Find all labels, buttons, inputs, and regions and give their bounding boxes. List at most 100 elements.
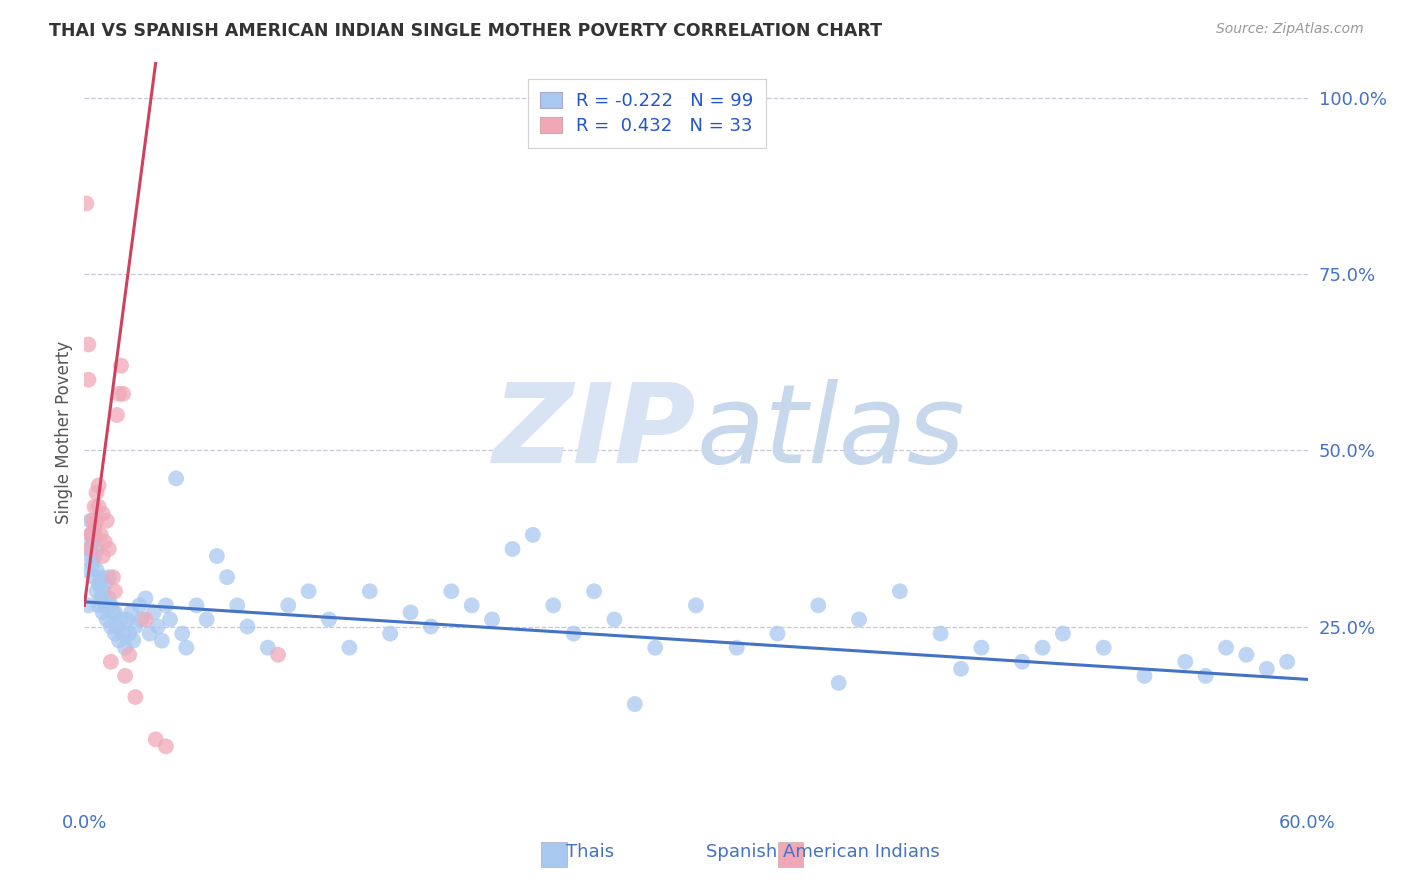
Point <box>82 528 104 542</box>
Point <box>86 584 108 599</box>
Point <box>1174 655 1197 669</box>
Point <box>226 599 249 613</box>
Point <box>318 612 340 626</box>
Point <box>174 640 197 655</box>
Point <box>145 732 167 747</box>
Point <box>1092 640 1115 655</box>
Point <box>339 640 361 655</box>
Point <box>101 606 124 620</box>
Text: Spanish American Indians: Spanish American Indians <box>706 843 939 861</box>
Point <box>104 584 127 599</box>
Point <box>420 619 443 633</box>
Point <box>624 697 647 711</box>
Text: Source: ZipAtlas.com: Source: ZipAtlas.com <box>1216 22 1364 37</box>
Point <box>114 640 136 655</box>
Point <box>83 500 105 514</box>
Point <box>562 626 585 640</box>
Point <box>1277 655 1299 669</box>
Point <box>440 584 463 599</box>
Point <box>105 408 128 422</box>
Point <box>124 619 146 633</box>
Point <box>186 599 208 613</box>
Point <box>685 599 707 613</box>
Point <box>522 528 544 542</box>
Point <box>359 584 381 599</box>
Point <box>889 584 911 599</box>
Point <box>87 599 110 613</box>
Point <box>97 570 120 584</box>
Point <box>807 599 830 613</box>
Point <box>828 676 851 690</box>
Point <box>77 541 100 556</box>
Point <box>100 599 122 613</box>
Point <box>267 648 290 662</box>
Point <box>135 591 157 606</box>
Point <box>603 612 626 626</box>
Point <box>1011 655 1033 669</box>
Point <box>118 626 141 640</box>
Point <box>87 478 110 492</box>
Point <box>83 521 105 535</box>
Point <box>112 626 135 640</box>
Point <box>105 619 128 633</box>
Point <box>93 599 115 613</box>
Point <box>79 514 101 528</box>
Point <box>848 612 870 626</box>
Point <box>172 626 194 640</box>
Point <box>79 541 101 556</box>
Point <box>86 485 108 500</box>
Point <box>90 528 112 542</box>
Text: THAI VS SPANISH AMERICAN INDIAN SINGLE MOTHER POVERTY CORRELATION CHART: THAI VS SPANISH AMERICAN INDIAN SINGLE M… <box>49 22 882 40</box>
Point <box>75 196 97 211</box>
Point <box>86 514 108 528</box>
Point <box>104 606 127 620</box>
Point <box>114 669 136 683</box>
Point <box>110 359 132 373</box>
Point <box>79 528 101 542</box>
Point <box>93 535 115 549</box>
Point <box>104 626 127 640</box>
Point <box>77 373 100 387</box>
Point <box>91 507 114 521</box>
Point <box>77 599 100 613</box>
Point <box>135 612 157 626</box>
Point <box>146 619 169 633</box>
Point <box>217 570 239 584</box>
Point <box>90 591 112 606</box>
Point <box>159 612 181 626</box>
Point <box>481 612 503 626</box>
Point <box>100 655 122 669</box>
Point <box>82 535 104 549</box>
Point <box>142 606 165 620</box>
Point <box>1052 626 1074 640</box>
Point <box>236 619 259 633</box>
Point <box>83 528 105 542</box>
Point <box>97 591 120 606</box>
Point <box>87 500 110 514</box>
Point <box>112 387 135 401</box>
Point <box>165 471 187 485</box>
Point <box>86 563 108 577</box>
Point <box>100 619 122 633</box>
Point <box>970 640 993 655</box>
Point <box>725 640 748 655</box>
Point <box>115 612 138 626</box>
Point <box>128 599 150 613</box>
Point <box>120 606 142 620</box>
Point <box>1195 669 1218 683</box>
Point <box>86 541 108 556</box>
Point <box>257 640 280 655</box>
Point <box>298 584 321 599</box>
Point <box>929 626 952 640</box>
Point <box>277 599 299 613</box>
Point <box>766 626 789 640</box>
Text: Thais: Thais <box>567 843 614 861</box>
Point <box>77 337 100 351</box>
Point <box>380 626 402 640</box>
Point <box>150 633 173 648</box>
Point <box>461 599 484 613</box>
Point <box>93 577 115 591</box>
Point <box>75 563 97 577</box>
Point <box>79 528 101 542</box>
Point <box>96 514 118 528</box>
